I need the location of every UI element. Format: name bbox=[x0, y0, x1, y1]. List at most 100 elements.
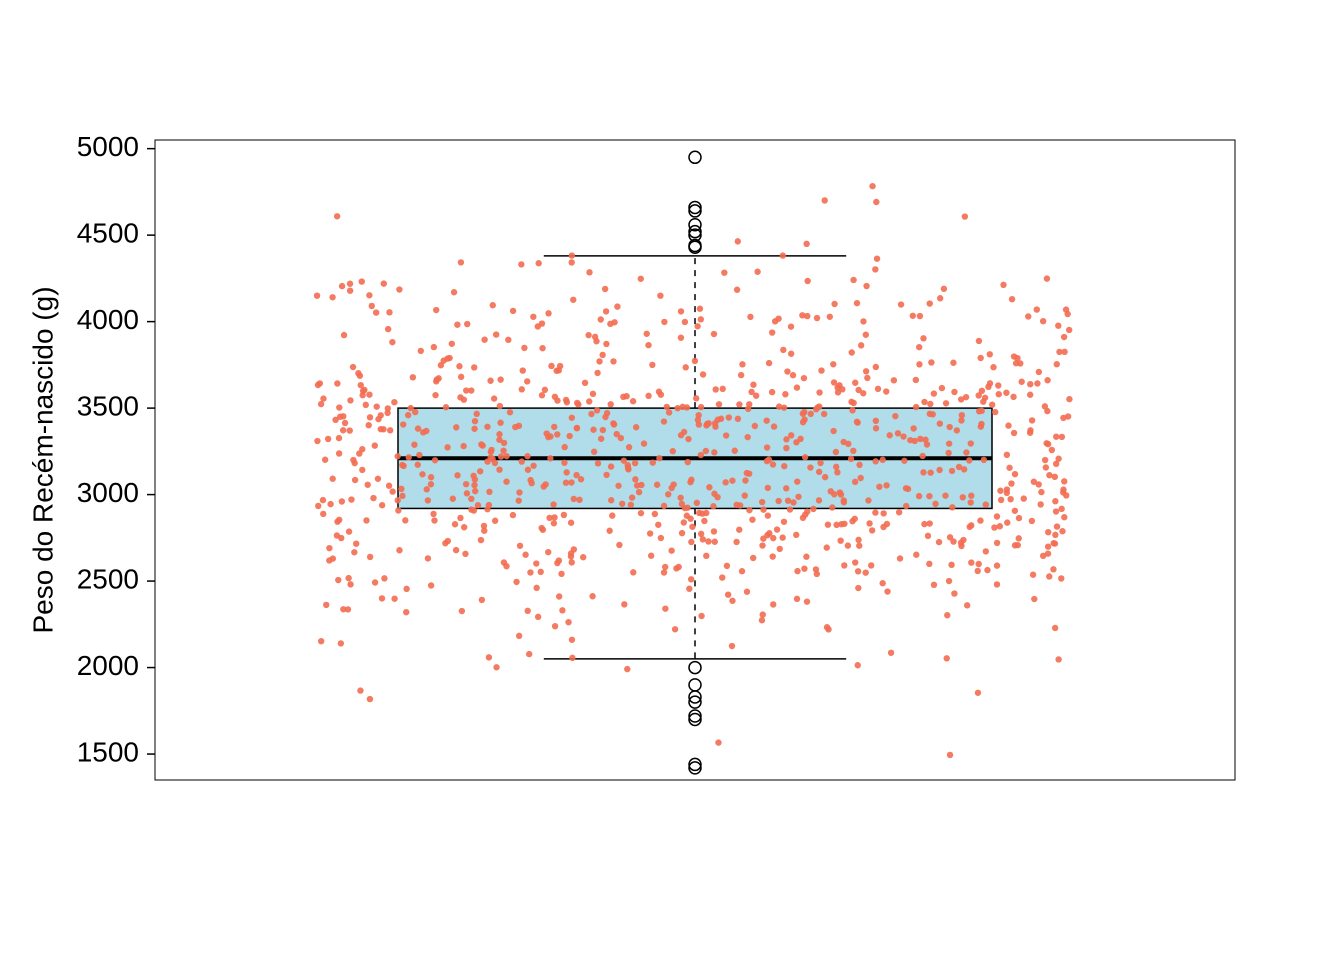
jitter-point bbox=[460, 443, 466, 449]
jitter-point bbox=[517, 543, 523, 549]
jitter-point bbox=[608, 463, 614, 469]
jitter-point bbox=[489, 456, 495, 462]
jitter-point bbox=[1016, 535, 1022, 541]
jitter-point bbox=[830, 361, 836, 367]
jitter-point bbox=[997, 523, 1003, 529]
jitter-point bbox=[648, 553, 654, 559]
jitter-point bbox=[318, 401, 324, 407]
jitter-point bbox=[588, 411, 594, 417]
jitter-point bbox=[456, 363, 462, 369]
jitter-point bbox=[341, 332, 347, 338]
jitter-point bbox=[949, 468, 955, 474]
jitter-point bbox=[845, 542, 851, 548]
jitter-point bbox=[837, 489, 843, 495]
jitter-point bbox=[342, 420, 348, 426]
jitter-point bbox=[458, 259, 464, 265]
jitter-point bbox=[698, 404, 704, 410]
jitter-point bbox=[428, 481, 434, 487]
jitter-point bbox=[510, 512, 516, 518]
jitter-point bbox=[852, 559, 858, 565]
jitter-point bbox=[402, 517, 408, 523]
jitter-point bbox=[712, 539, 718, 545]
jitter-point bbox=[658, 391, 664, 397]
jitter-point bbox=[381, 575, 387, 581]
jitter-point bbox=[633, 424, 639, 430]
jitter-point bbox=[658, 535, 664, 541]
jitter-point bbox=[1046, 472, 1052, 478]
jitter-point bbox=[781, 519, 787, 525]
jitter-point bbox=[873, 418, 879, 424]
jitter-point bbox=[868, 562, 874, 568]
jitter-point bbox=[677, 495, 683, 501]
jitter-point bbox=[822, 197, 828, 203]
jitter-point bbox=[1034, 380, 1040, 386]
jitter-point bbox=[454, 321, 460, 327]
jitter-point bbox=[984, 567, 990, 573]
jitter-point bbox=[742, 477, 748, 483]
jitter-point bbox=[610, 420, 616, 426]
jitter-point bbox=[468, 387, 474, 393]
jitter-point bbox=[395, 507, 401, 513]
jitter-point bbox=[688, 539, 694, 545]
jitter-point bbox=[1058, 506, 1064, 512]
jitter-point bbox=[698, 613, 704, 619]
jitter-point bbox=[968, 559, 974, 565]
jitter-point bbox=[770, 601, 776, 607]
jitter-point bbox=[610, 358, 616, 364]
jitter-point bbox=[944, 655, 950, 661]
jitter-point bbox=[856, 462, 862, 468]
jitter-point bbox=[892, 413, 898, 419]
jitter-point bbox=[453, 424, 459, 430]
jitter-point bbox=[540, 483, 546, 489]
jitter-point bbox=[703, 553, 709, 559]
jitter-point bbox=[334, 213, 340, 219]
jitter-point bbox=[595, 460, 601, 466]
jitter-point bbox=[916, 344, 922, 350]
jitter-point bbox=[862, 569, 868, 575]
jitter-point bbox=[524, 453, 530, 459]
jitter-point bbox=[545, 549, 551, 555]
jitter-point bbox=[831, 379, 837, 385]
jitter-point bbox=[350, 457, 356, 463]
jitter-point bbox=[369, 303, 375, 309]
jitter-point bbox=[418, 348, 424, 354]
jitter-point bbox=[315, 503, 321, 509]
y-tick-label: 3500 bbox=[77, 390, 139, 421]
jitter-point bbox=[545, 310, 551, 316]
jitter-point bbox=[985, 384, 991, 390]
jitter-point bbox=[630, 569, 636, 575]
jitter-point bbox=[661, 319, 667, 325]
jitter-point bbox=[928, 359, 934, 365]
jitter-point bbox=[788, 323, 794, 329]
jitter-point bbox=[570, 297, 576, 303]
jitter-point bbox=[603, 341, 609, 347]
jitter-point bbox=[932, 501, 938, 507]
jitter-point bbox=[552, 623, 558, 629]
jitter-point bbox=[339, 283, 345, 289]
jitter-point bbox=[681, 519, 687, 525]
jitter-point bbox=[551, 520, 557, 526]
jitter-point bbox=[389, 339, 395, 345]
jitter-point bbox=[689, 524, 695, 530]
jitter-point bbox=[1052, 625, 1058, 631]
jitter-point bbox=[944, 612, 950, 618]
jitter-point bbox=[614, 303, 620, 309]
jitter-point bbox=[359, 446, 365, 452]
jitter-point bbox=[715, 417, 721, 423]
boxplot-chart: 15002000250030003500400045005000Peso do … bbox=[0, 0, 1344, 960]
jitter-point bbox=[468, 496, 474, 502]
jitter-point bbox=[602, 286, 608, 292]
jitter-point bbox=[872, 266, 878, 272]
jitter-point bbox=[1004, 490, 1010, 496]
jitter-point bbox=[366, 292, 372, 298]
jitter-point bbox=[621, 457, 627, 463]
jitter-point bbox=[589, 593, 595, 599]
jitter-point bbox=[493, 664, 499, 670]
jitter-point bbox=[873, 199, 879, 205]
jitter-point bbox=[1003, 390, 1009, 396]
jitter-point bbox=[527, 477, 533, 483]
jitter-point bbox=[942, 492, 948, 498]
jitter-point bbox=[850, 277, 856, 283]
jitter-point bbox=[656, 455, 662, 461]
jitter-point bbox=[363, 517, 369, 523]
